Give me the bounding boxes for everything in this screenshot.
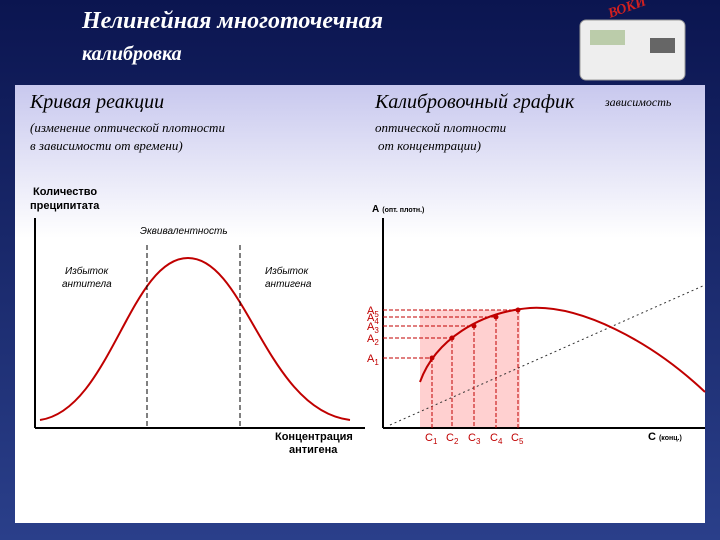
axis-label-sub: (опт. плотн.) — [382, 207, 424, 214]
title-line: Нелинейная многоточечная — [81, 8, 383, 34]
a-label-main: A — [367, 305, 375, 317]
c-label-main: C — [446, 432, 454, 444]
annotation: Эквивалентность — [140, 226, 228, 237]
headings: Кривая реакции (изменение оптической пло… — [29, 91, 672, 153]
point — [429, 355, 435, 361]
heading: Кривая реакции — [29, 91, 164, 113]
point — [471, 323, 477, 329]
c-label: C2 — [446, 432, 459, 446]
a-label-sub: 5 — [374, 310, 379, 319]
subtitle: в зависимости от времени) — [30, 138, 183, 153]
axis-label-main: C — [648, 431, 656, 443]
a-label: A3 — [367, 321, 379, 335]
axis-label: преципитата — [30, 200, 100, 212]
device-screen — [590, 30, 625, 45]
c-label-main: C — [468, 432, 476, 444]
c-label: C5 — [511, 432, 524, 446]
a-label-sub: 1 — [374, 358, 379, 367]
subtitle: (изменение оптической плотности — [30, 120, 225, 135]
heading: Калибровочный график — [374, 91, 575, 113]
c-label-sub: 2 — [454, 437, 459, 446]
annotation: антитела — [62, 279, 112, 290]
a-label: A4 — [367, 312, 379, 326]
subtitle: оптической плотности — [375, 120, 507, 135]
overlap-word: зависимость — [604, 95, 672, 109]
left-chart: Количество преципитата Концентрация анти… — [30, 186, 365, 456]
range-area — [420, 310, 520, 428]
annotation: антигена — [265, 279, 312, 290]
axis-label: антигена — [289, 444, 338, 456]
point — [493, 314, 499, 320]
point — [515, 307, 521, 313]
a-label-main: A — [367, 333, 375, 345]
panel — [15, 85, 705, 523]
c-label: C4 — [490, 432, 503, 446]
a-label-sub: 2 — [374, 338, 379, 347]
a-label-sub: 4 — [374, 317, 379, 326]
c-label: C1 — [425, 432, 438, 446]
a-label: A5 — [367, 305, 379, 319]
c-label-main: C — [490, 432, 498, 444]
a-label: A1 — [367, 353, 379, 367]
c-label: C3 — [468, 432, 481, 446]
axis-label-main: A — [372, 204, 379, 215]
a-label-main: A — [367, 353, 375, 365]
c-label-sub: 1 — [433, 437, 438, 446]
axis-label: A (опт. плотн.) — [372, 204, 424, 215]
c-label-sub: 4 — [498, 437, 503, 446]
c-label-sub: 3 — [476, 437, 481, 446]
device: ВОКИ — [579, 0, 686, 81]
c-label-main: C — [425, 432, 433, 444]
title-line: калибровка — [82, 43, 182, 65]
a-label: A2 — [367, 333, 379, 347]
axis-label-sub: (конц.) — [659, 435, 682, 442]
axis-label: C (конц.) — [648, 431, 682, 443]
a-label-main: A — [367, 312, 375, 324]
c-label-main: C — [511, 432, 519, 444]
device-slot — [650, 38, 675, 53]
title: Нелинейная многоточечная калибровка — [81, 8, 383, 65]
subtitle: от концентрации) — [378, 138, 481, 153]
annotation: Избыток — [65, 265, 109, 277]
axis-label: Количество — [33, 186, 97, 198]
bell-curve — [39, 256, 351, 421]
a-label-sub: 3 — [374, 326, 379, 335]
c-label-sub: 5 — [519, 437, 524, 446]
calibration-curve — [419, 306, 706, 393]
axis-label: Концентрация — [275, 431, 353, 443]
annotation: Избыток — [265, 265, 309, 277]
a-label-main: A — [367, 321, 375, 333]
point — [449, 335, 455, 341]
